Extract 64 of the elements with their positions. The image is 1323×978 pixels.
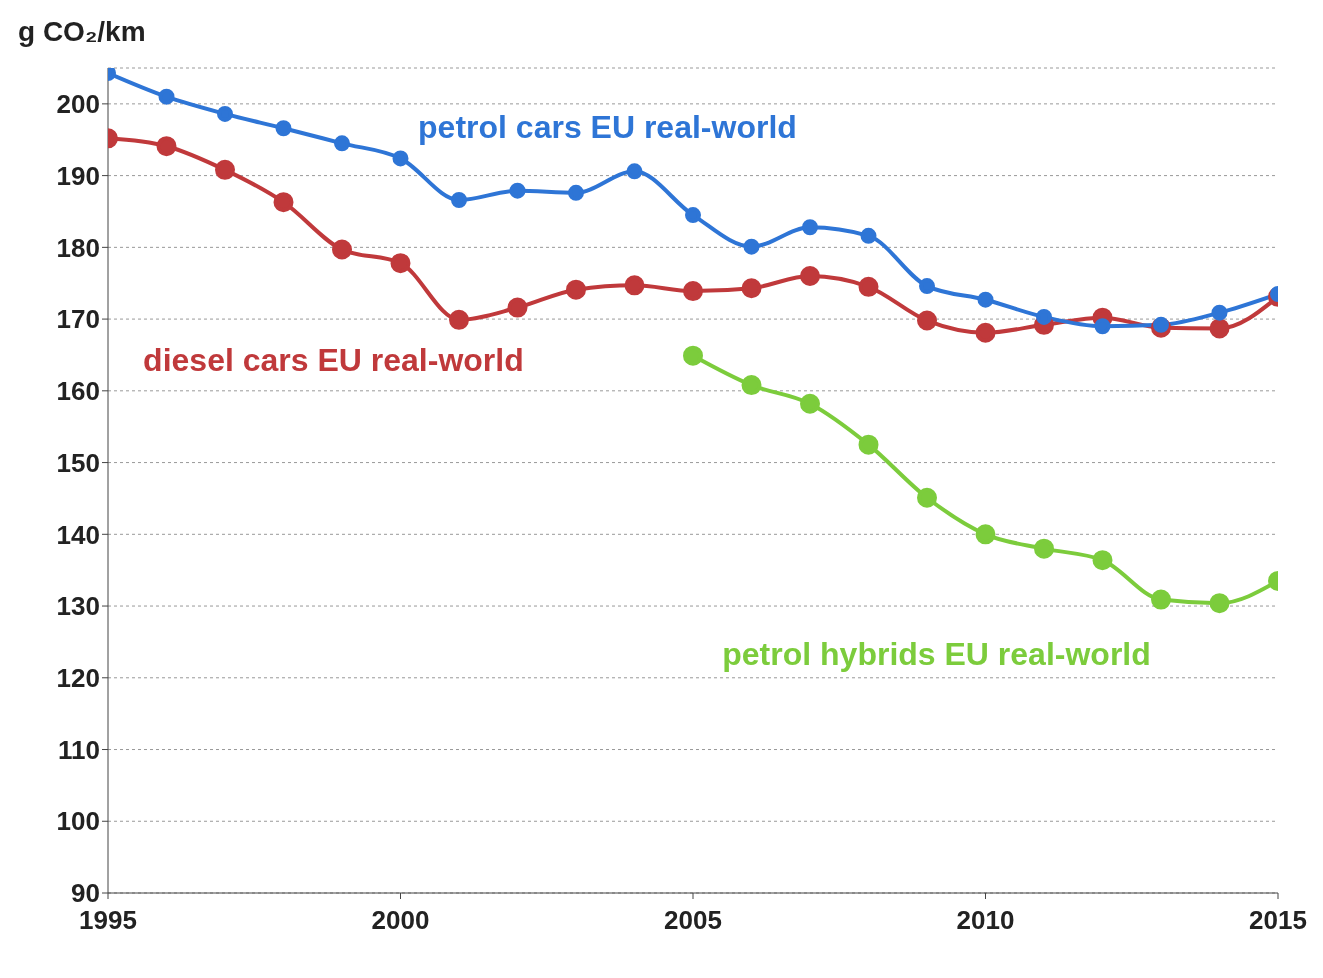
x-tick-label: 2010	[956, 905, 1015, 936]
y-tick-label: 100	[56, 806, 100, 837]
point	[800, 266, 820, 287]
point	[566, 279, 586, 300]
point	[215, 159, 235, 180]
y-tick-label: 160	[56, 376, 100, 407]
x-tick-label: 2015	[1249, 905, 1307, 936]
point	[1034, 538, 1054, 559]
point	[917, 487, 937, 508]
y-tick-label: 180	[56, 232, 100, 263]
point	[1151, 589, 1171, 610]
series-label: petrol hybrids EU real-world	[722, 636, 1151, 674]
y-tick-label: 190	[56, 160, 100, 191]
x-tick-label: 2000	[371, 905, 430, 936]
y-tick-label: 110	[58, 734, 100, 765]
point	[683, 345, 703, 366]
point	[917, 310, 937, 331]
point	[1094, 318, 1111, 335]
point	[392, 150, 409, 167]
point	[275, 120, 292, 137]
point	[975, 524, 996, 545]
y-tick-label: 120	[56, 663, 100, 694]
point	[217, 105, 233, 122]
point	[858, 434, 879, 455]
point	[509, 182, 526, 199]
y-tick-label: 140	[56, 519, 100, 550]
point	[568, 184, 584, 201]
point	[741, 375, 762, 396]
point	[860, 227, 877, 244]
y-tick-label: 170	[56, 304, 100, 335]
point	[741, 278, 762, 299]
point	[802, 219, 818, 236]
x-tick-label: 2005	[664, 905, 722, 936]
y-tick-label: 150	[56, 447, 100, 478]
point	[626, 163, 643, 180]
point	[158, 88, 175, 105]
series-label: diesel cars EU real-world	[143, 342, 524, 380]
point	[1092, 550, 1113, 571]
series-label: petrol cars EU real-world	[418, 108, 797, 146]
point	[743, 238, 760, 255]
point	[919, 278, 935, 295]
point	[1036, 308, 1052, 325]
y-tick-label: 200	[56, 89, 100, 120]
point	[977, 291, 994, 308]
y-axis-title: g CO₂/km	[18, 16, 146, 48]
point	[683, 281, 703, 302]
point	[1211, 304, 1228, 321]
point	[858, 276, 879, 297]
point	[507, 297, 528, 318]
point	[975, 322, 996, 343]
point	[1153, 316, 1169, 333]
point	[156, 136, 177, 157]
point	[449, 309, 469, 330]
point	[1209, 593, 1230, 614]
point	[800, 393, 820, 414]
point	[624, 275, 645, 296]
point	[273, 192, 294, 213]
point	[1209, 318, 1230, 339]
y-tick-label: 130	[56, 591, 100, 622]
point	[334, 135, 350, 152]
point	[332, 239, 352, 260]
point	[685, 207, 701, 224]
point	[390, 253, 411, 274]
point	[451, 192, 467, 208]
